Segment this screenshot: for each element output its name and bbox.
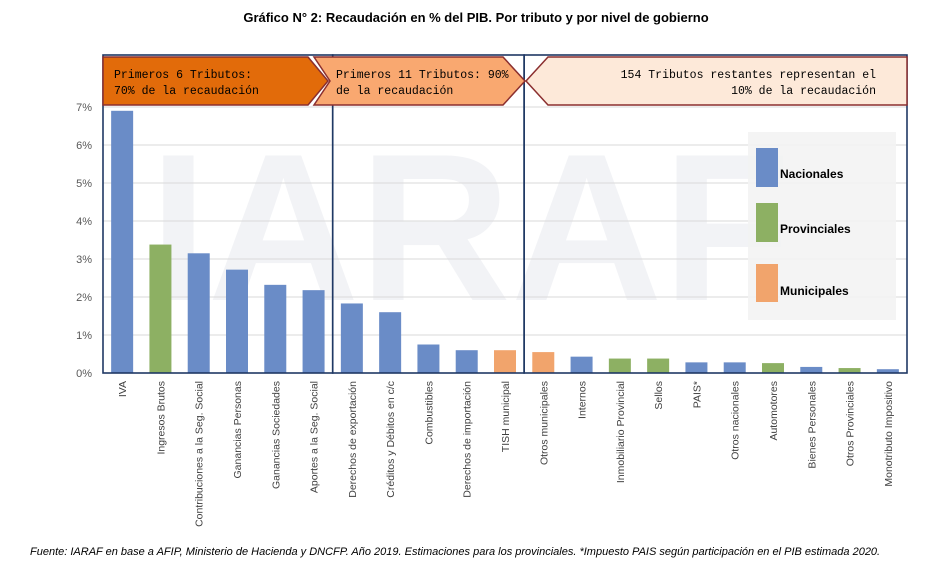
x-tick-label: Aportes a la Seg. Social — [309, 381, 321, 493]
bar — [264, 284, 287, 373]
bar — [417, 344, 440, 373]
x-tick-label: Derechos de importación — [462, 381, 474, 498]
x-tick-label: TISH municipal — [500, 381, 512, 452]
bar — [340, 303, 363, 373]
x-tick-label: Inmobiliario Provincial — [615, 381, 627, 483]
x-tick-label: Créditos y Débitos en c/c — [385, 381, 397, 498]
x-tick-label: Automotores — [768, 381, 780, 441]
x-tick-label: Otros Provinciales — [845, 381, 857, 466]
x-tick-label: PAIS* — [691, 381, 703, 408]
x-tick-label: Combustibles — [423, 381, 435, 445]
banners: Primeros 6 Tributos: 70% de la recaudació… — [102, 56, 908, 106]
banner-text-1: 70% de la recaudación — [114, 85, 259, 98]
y-tick-label: 4% — [76, 216, 92, 228]
y-tick-label: 1% — [76, 330, 92, 342]
x-tick-label: Contribuciones a la Seg. Social — [194, 381, 206, 527]
bar — [187, 253, 210, 373]
x-tick-label: Monotributo Impositivo — [883, 381, 895, 487]
bar — [302, 290, 325, 373]
banner-arrow-2 — [312, 56, 527, 106]
bar — [494, 350, 516, 373]
legend-label: Municipales — [780, 284, 849, 298]
legend-label: Nacionales — [780, 167, 844, 181]
x-tick-label: Sellos — [653, 381, 665, 410]
legend: Nacionales Provinciales Municipales — [748, 132, 896, 320]
bar — [532, 352, 555, 373]
watermark: IARAF — [149, 110, 791, 345]
y-tick-label: 2% — [76, 292, 92, 304]
bar — [800, 366, 823, 373]
group-frames — [102, 54, 908, 374]
x-axis: IVA Ingresos Brutos Contribuciones a la Se… — [117, 381, 895, 527]
x-tick-label: Otros municipales — [538, 381, 550, 465]
y-axis: 0% 1% 2% 3% 4% 5% 6% 7% — [76, 102, 92, 380]
y-tick-label: 6% — [76, 140, 92, 152]
banner-text-2: Primeros 11 Tributos: 90% — [336, 69, 509, 82]
bar — [111, 110, 134, 374]
banner-text-3: 10% de la recaudación — [731, 85, 876, 98]
bar — [647, 358, 670, 373]
legend-swatch — [756, 148, 778, 187]
x-tick-label: Internos — [577, 381, 589, 419]
bar — [379, 312, 402, 373]
banner-arrow-1 — [102, 56, 329, 106]
bar — [685, 362, 708, 373]
legend-swatch — [756, 203, 778, 242]
chart-title: Gráfico N° 2: Recaudación en % del PIB. … — [243, 10, 709, 25]
x-tick-label: IVA — [117, 381, 129, 397]
bar — [570, 356, 593, 373]
y-tick-label: 3% — [76, 254, 92, 266]
y-tick-label: 7% — [76, 102, 92, 114]
bar — [723, 362, 746, 373]
banner-text-3: 154 Tributos restantes representan el — [621, 69, 876, 82]
banner-text-2: de la recaudación — [336, 85, 453, 98]
bar — [226, 269, 248, 373]
x-tick-label: Ingresos Brutos — [155, 381, 167, 455]
bar — [455, 350, 478, 373]
bar — [608, 358, 631, 373]
legend-swatch — [756, 264, 778, 302]
bars — [111, 110, 899, 374]
source-note: Fuente: IARAF en base a AFIP, Ministerio… — [30, 546, 881, 558]
bar — [876, 369, 899, 373]
banner-text-1: Primeros 6 Tributos: — [114, 69, 252, 82]
x-tick-label: Otros nacionales — [730, 381, 742, 460]
x-tick-label: Derechos de exportación — [347, 381, 359, 498]
legend-label: Provinciales — [780, 222, 851, 236]
bar — [838, 368, 861, 373]
x-tick-label: Ganancias Sociedades — [270, 381, 282, 489]
y-tick-label: 5% — [76, 178, 92, 190]
x-tick-label: Ganancias Personas — [232, 381, 244, 478]
bar — [762, 363, 784, 373]
y-tick-label: 0% — [76, 368, 92, 380]
banner-arrow-3 — [524, 56, 908, 106]
group-frame — [523, 54, 908, 374]
x-tick-label: Bienes Personales — [806, 381, 818, 469]
bar — [149, 244, 172, 373]
